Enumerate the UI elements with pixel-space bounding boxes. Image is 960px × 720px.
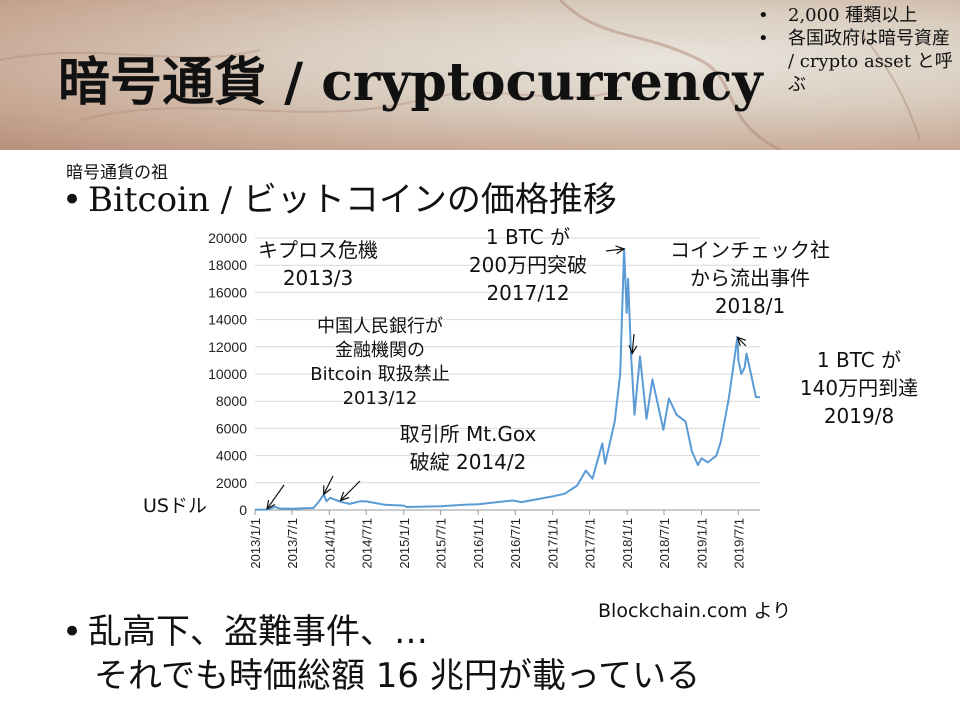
x-tick-label: 2016/7/1 <box>508 518 523 569</box>
annotation-text: 200万円突破 <box>469 253 587 277</box>
annotation-arrowhead <box>628 344 638 355</box>
x-tick-label: 2019/1/1 <box>695 518 710 569</box>
annotation-arrowhead <box>339 491 350 502</box>
annotation-text: 140万円到達 <box>800 376 918 400</box>
annotation-text: キプロス危機 <box>258 238 378 262</box>
x-tick-label: 2016/1/1 <box>471 518 486 569</box>
y-tick-label: 0 <box>239 502 247 518</box>
y-tick-label: 14000 <box>208 312 247 328</box>
side-note-item: 2,000 種類以上 <box>758 4 958 27</box>
annotation-text: 2013/12 <box>343 388 418 409</box>
annotation-text: Bitcoin 取扱禁止 <box>310 364 449 385</box>
annotation-text: コインチェック社 <box>670 238 830 262</box>
x-tick-label: 2013/1/1 <box>248 518 263 569</box>
bullet-bitcoin-price: • Bitcoin / ビットコインの価格推移 <box>62 178 617 222</box>
x-tick-label: 2014/1/1 <box>322 518 337 569</box>
annotation-arrow <box>605 248 625 252</box>
annotation-arrow <box>323 475 334 495</box>
annotation-text: 取引所 Mt.Gox <box>400 422 537 446</box>
y-tick-label: 6000 <box>216 420 247 436</box>
header-banner: 暗号通貨 / cryptocurrency 2,000 種類以上 各国政府は暗号… <box>0 0 960 150</box>
annotation-text: から流出事件 <box>690 266 810 290</box>
x-tick-label: 2014/7/1 <box>359 518 374 569</box>
y-tick-label: 12000 <box>208 339 247 355</box>
annotation-arrow <box>736 336 747 347</box>
annotation-text: 破綻 2014/2 <box>410 450 527 474</box>
x-tick-label: 2013/7/1 <box>285 518 300 569</box>
annotation-arrowhead <box>615 245 626 255</box>
bullet-dot: • <box>62 180 83 220</box>
side-note-item: 各国政府は暗号資産 / crypto asset と呼ぶ <box>758 27 958 96</box>
slide-title: 暗号通貨 / cryptocurrency <box>58 52 763 113</box>
chart-source: Blockchain.com より <box>598 600 792 622</box>
annotation-text: 中国人民銀行が <box>317 316 443 337</box>
y-tick-label: 18000 <box>208 257 247 273</box>
x-tick-label: 2017/7/1 <box>583 518 598 569</box>
y-tick-label: 4000 <box>216 448 247 464</box>
bullet-text: 乱高下、盗難事件、… <box>88 612 428 652</box>
bullet-dot: • <box>62 612 83 652</box>
annotation-text: 2018/1 <box>715 294 785 318</box>
annotation-text: 2019/8 <box>824 404 894 428</box>
annotation-arrow <box>266 484 285 510</box>
annotation-arrowhead <box>266 499 276 511</box>
y-tick-label: 16000 <box>208 284 247 300</box>
y-tick-label: 10000 <box>208 366 247 382</box>
y-axis-label: USドル <box>143 495 207 517</box>
annotation-text: 1 BTC が <box>486 225 570 249</box>
annotation-arrowhead <box>323 485 332 496</box>
bullet-text: Bitcoin / ビットコインの価格推移 <box>88 180 617 220</box>
origin-note: 暗号通貨の祖 <box>66 163 168 183</box>
bullet-volatility: • 乱高下、盗難事件、… <box>62 610 428 654</box>
x-tick-label: 2015/7/1 <box>434 518 449 569</box>
x-tick-label: 2015/1/1 <box>397 518 412 569</box>
annotation-text: 2013/3 <box>283 266 353 290</box>
annotation-arrow <box>340 480 361 501</box>
price-line <box>254 247 760 511</box>
y-tick-label: 20000 <box>208 230 247 246</box>
annotation-arrowhead <box>736 336 747 346</box>
annotation-text: 金融機関の <box>335 340 425 361</box>
annotation-arrow <box>631 333 635 354</box>
bullet-market-cap: それでも時価総額 16 兆円が載っている <box>94 656 701 696</box>
x-tick-label: 2018/1/1 <box>620 518 635 569</box>
side-notes: 2,000 種類以上 各国政府は暗号資産 / crypto asset と呼ぶ <box>758 4 958 96</box>
annotation-text: 1 BTC が <box>817 348 901 372</box>
x-tick-label: 2017/1/1 <box>546 518 561 569</box>
annotation-text: 2017/12 <box>486 281 569 305</box>
x-tick-label: 2018/7/1 <box>657 518 672 569</box>
y-tick-label: 2000 <box>216 475 247 491</box>
y-tick-label: 8000 <box>216 393 247 409</box>
x-tick-label: 2019/7/1 <box>731 518 746 569</box>
